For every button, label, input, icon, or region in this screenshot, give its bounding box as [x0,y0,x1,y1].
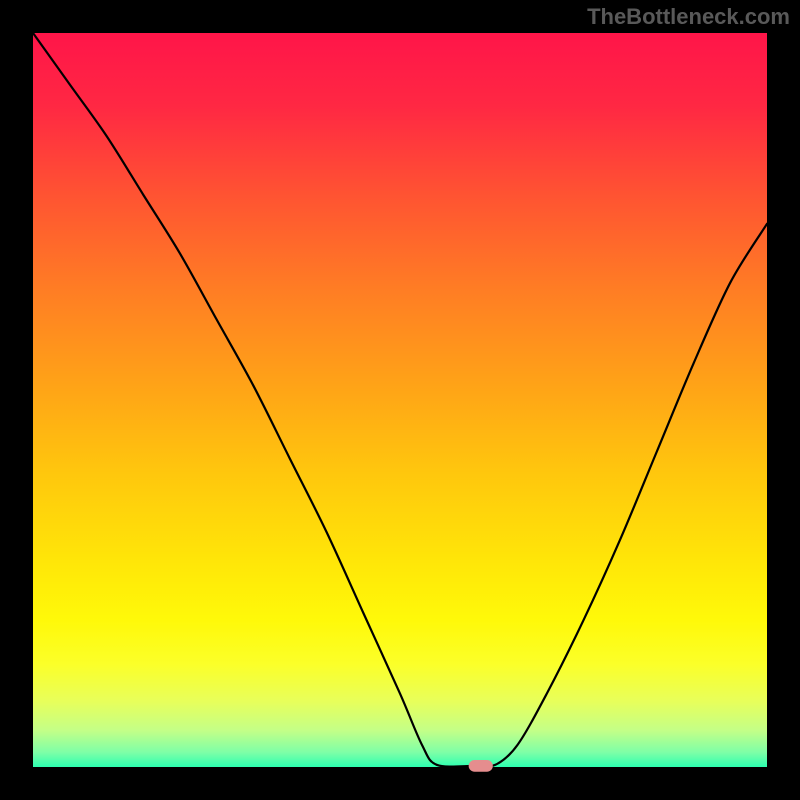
plot-background [33,33,767,767]
watermark-text: TheBottleneck.com [587,4,790,30]
optimal-point-marker [469,760,493,772]
chart-svg [0,0,800,800]
bottleneck-chart: TheBottleneck.com [0,0,800,800]
